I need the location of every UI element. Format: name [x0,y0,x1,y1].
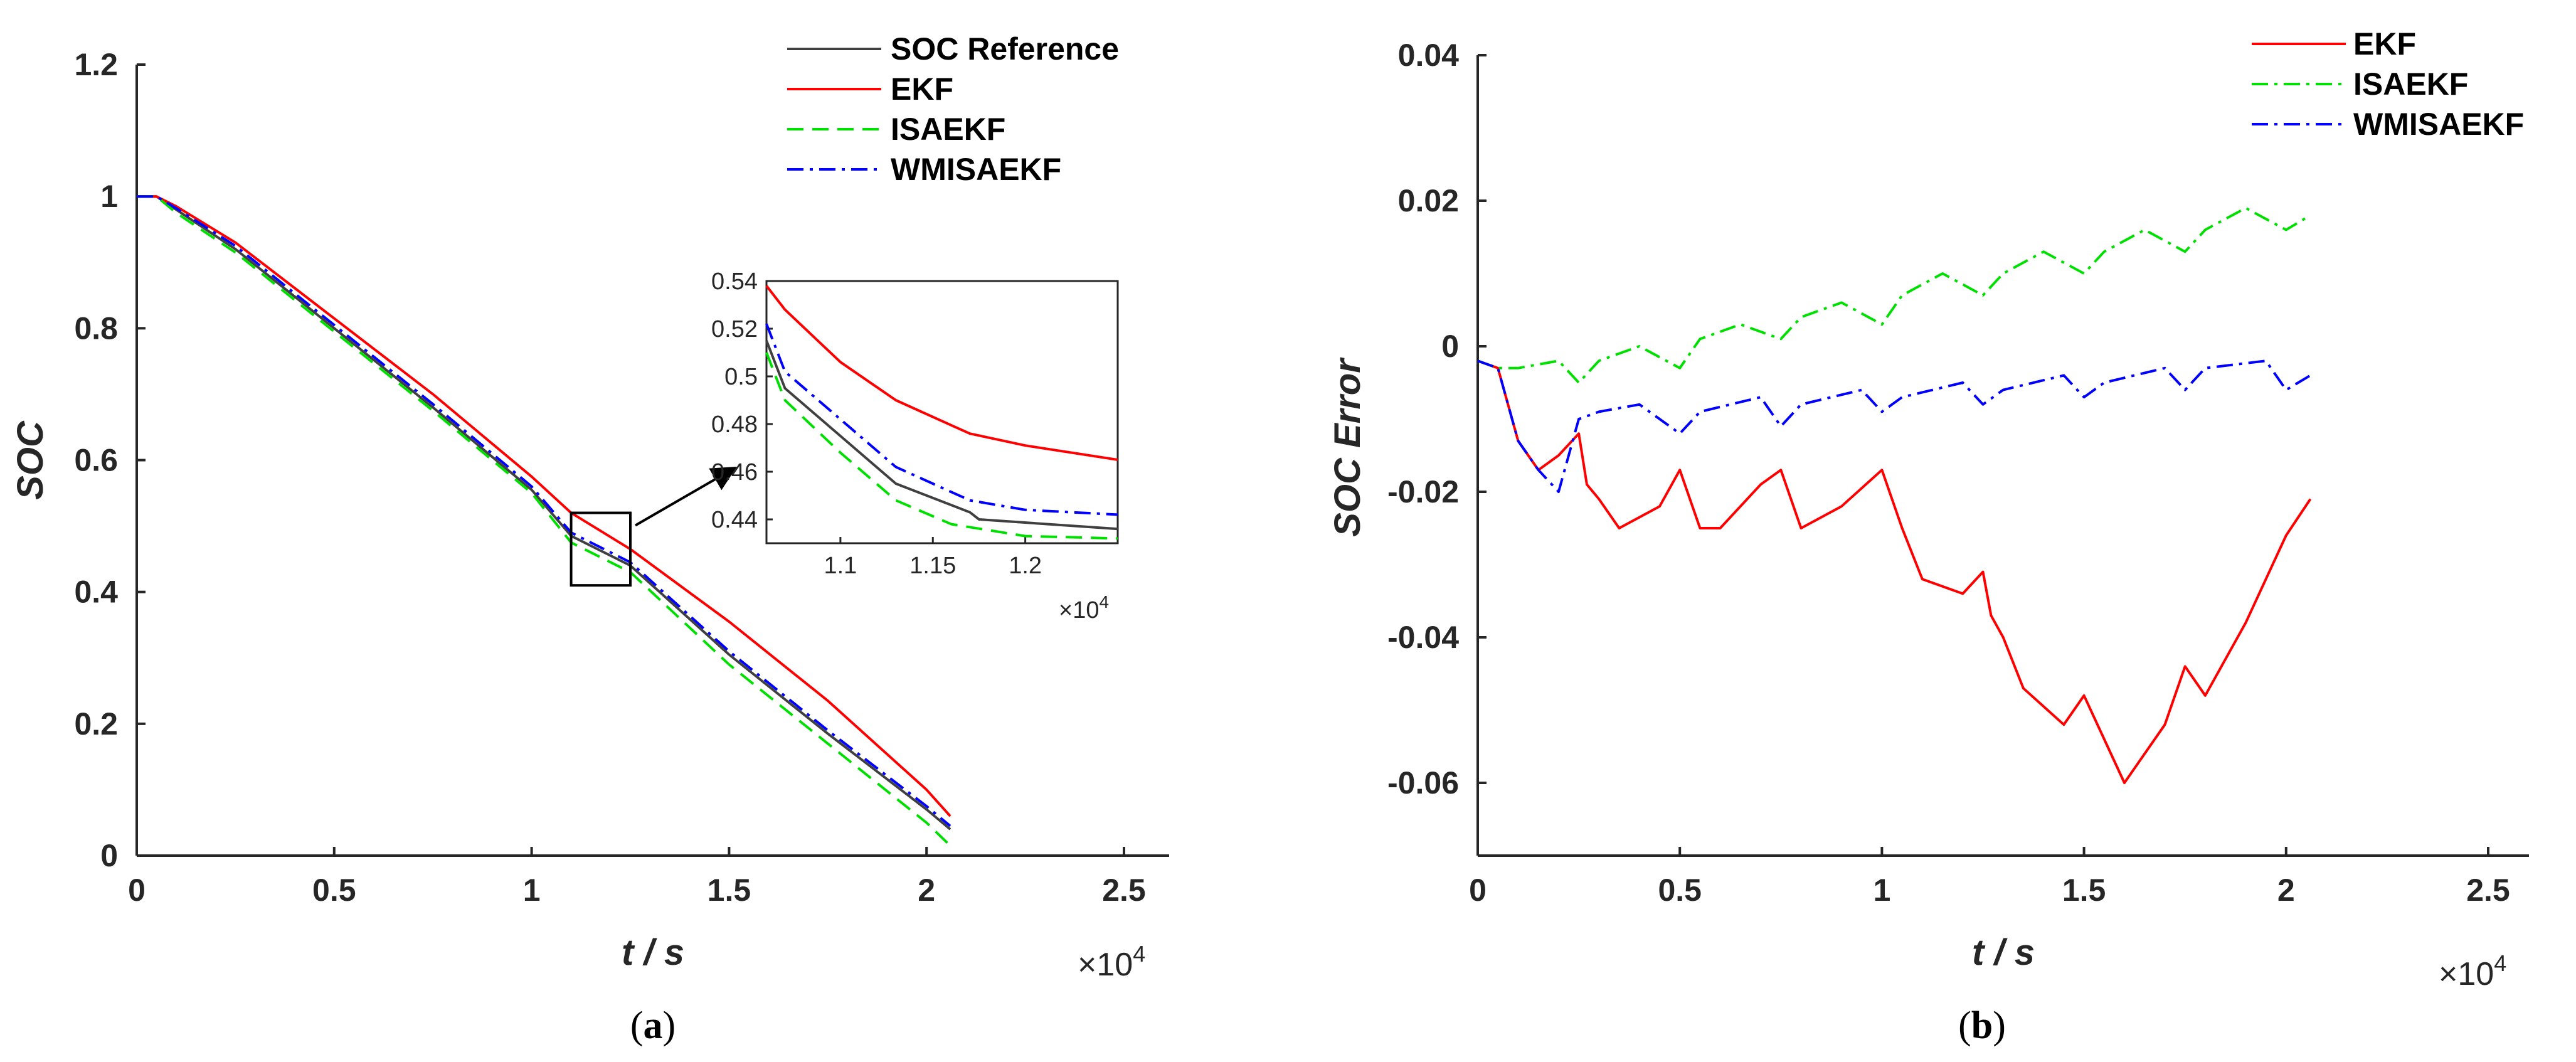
chart-a-inset-frame [765,280,1119,544]
chart-a-y-tick-label: 1 [100,179,118,214]
legend-label-isaekf: ISAEKF [2353,66,2468,102]
chart-a-inset-y-tick-label: 0.52 [711,316,758,342]
chart-a-x-multiplier: ×104 [1078,941,1145,983]
chart-a-inset-y-tick-label: 0.5 [724,364,758,390]
chart-b-lines [1477,206,2312,784]
chart-b-x-tick-label: 1.5 [2062,873,2106,908]
chart-b-legend: EKF ISAEKF WMISAEKF [2242,22,2575,173]
chart-a-xlabel: t / s [622,932,684,973]
legend-label-ekf: EKF [2353,26,2416,61]
chart-a-x-tick-label: 2 [918,873,935,908]
chart-b-x-tick-label: 1 [1873,873,1890,908]
chart-b-y-tick-label: -0.04 [1387,620,1459,655]
chart-b-x-tick-label: 2.5 [2466,873,2510,908]
chart-b: 0 0.5 1 1.5 2 2.5 -0.06 -0.04 -0.02 0 0.02 0.04 t … [1327,22,2575,1047]
chart-b-ylabel: SOC Error [1327,357,1368,537]
chart-a-inset-y-tick-label: 0.54 [711,268,758,295]
chart-b-x-tick-label: 0.5 [1658,873,1702,908]
chart-b-y-tick-label: 0 [1441,329,1459,364]
inset-series-wmisaekf-line [765,323,1118,516]
chart-a-inset-x-multiplier: ×104 [1059,592,1109,624]
chart-a-x-tick-label: 0 [128,873,146,908]
series-ekf-line [1477,359,2312,784]
chart-a-y-ticks: 0 0.2 0.4 0.6 0.8 1 1.2 [74,47,146,873]
chart-a-inset-lines [765,285,1118,540]
series-isaekf-line [137,195,951,847]
chart-b-x-ticks: 0 0.5 1 1.5 2 2.5 [1469,847,2510,908]
chart-a-inset: 1.1 1.15 1.2 0.44 0.46 0.48 0.5 0.52 0.54 ×104 [711,268,1119,624]
series-ekf-line [137,195,951,817]
legend-label-isaekf: ISAEKF [891,112,1005,147]
chart-a-inset-x-ticks: 1.1 1.15 1.2 [824,537,1042,579]
chart-a-inset-y-tick-label: 0.44 [711,507,758,533]
legend-label-ekf: EKF [891,72,953,107]
chart-b-x-multiplier: ×104 [2439,950,2506,992]
chart-b-y-ticks: -0.06 -0.04 -0.02 0 0.02 0.04 [1387,38,1487,800]
chart-a-legend-bg [779,25,1180,213]
chart-b-xlabel: t / s [1972,932,2035,973]
chart-a-caption: (a) [630,1004,676,1047]
chart-a-x-tick-label: 1 [523,873,541,908]
legend-label-soc-reference: SOC Reference [891,31,1119,66]
chart-a-inset-x-tick-label: 1.15 [909,553,956,579]
chart-a-x-tick-label: 1.5 [708,873,751,908]
chart-b-caption: (b) [1958,1004,2006,1047]
chart-b-y-tick-label: -0.06 [1387,765,1459,800]
chart-a-y-tick-label: 0.2 [74,706,118,741]
chart-a-ylabel: SOC [10,420,51,500]
chart-b-x-tick-label: 0 [1469,873,1487,908]
chart-b-y-tick-label: -0.02 [1387,474,1459,509]
legend-label-wmisaekf: WMISAEKF [891,152,1061,187]
chart-a-inset-y-ticks: 0.44 0.46 0.48 0.5 0.52 0.54 [711,268,773,533]
chart-a-y-tick-label: 0.8 [74,311,118,346]
chart-b-y-tick-label: 0.04 [1398,38,1460,73]
chart-a-x-tick-label: 0.5 [312,873,356,908]
chart-a-x-tick-label: 2.5 [1102,873,1146,908]
chart-b-legend-bg [2242,22,2575,173]
chart-a-lines [137,195,951,847]
chart-a-inset-y-tick-label: 0.46 [711,459,758,486]
chart-a-inset-y-tick-label: 0.48 [711,412,758,438]
inset-series-soc-reference-line [765,340,1118,531]
chart-a-y-tick-label: 0.4 [74,575,118,610]
chart-a-y-tick-label: 0.6 [74,443,118,478]
legend-label-wmisaekf: WMISAEKF [2353,107,2524,142]
chart-a-legend: SOC Reference EKF ISAEKF WMISAEKF [779,25,1180,213]
chart-b-y-tick-label: 0.02 [1398,183,1459,218]
chart-a-zoom-box [570,511,632,587]
series-wmisaekf-line [1477,359,2311,493]
chart-b-x-tick-label: 2 [2277,873,2295,908]
chart-a-y-tick-label: 1.2 [74,47,118,82]
inset-series-ekf-line [765,285,1118,461]
chart-a: 0 0.5 1 1.5 2 2.5 0 0.2 0.4 0.6 0.8 1 1.2 t / s SOC… [10,25,1180,1047]
inset-series-isaekf-line [765,352,1118,540]
chart-a-x-ticks: 0 0.5 1 1.5 2 2.5 [128,847,1146,908]
chart-a-zoom-arrow [634,466,737,527]
chart-a-y-tick-label: 0 [100,838,118,873]
chart-a-inset-x-tick-label: 1.1 [824,553,857,579]
series-isaekf-line [1477,206,2311,384]
chart-a-inset-x-tick-label: 1.2 [1009,553,1042,579]
series-wmisaekf-line [137,195,951,827]
